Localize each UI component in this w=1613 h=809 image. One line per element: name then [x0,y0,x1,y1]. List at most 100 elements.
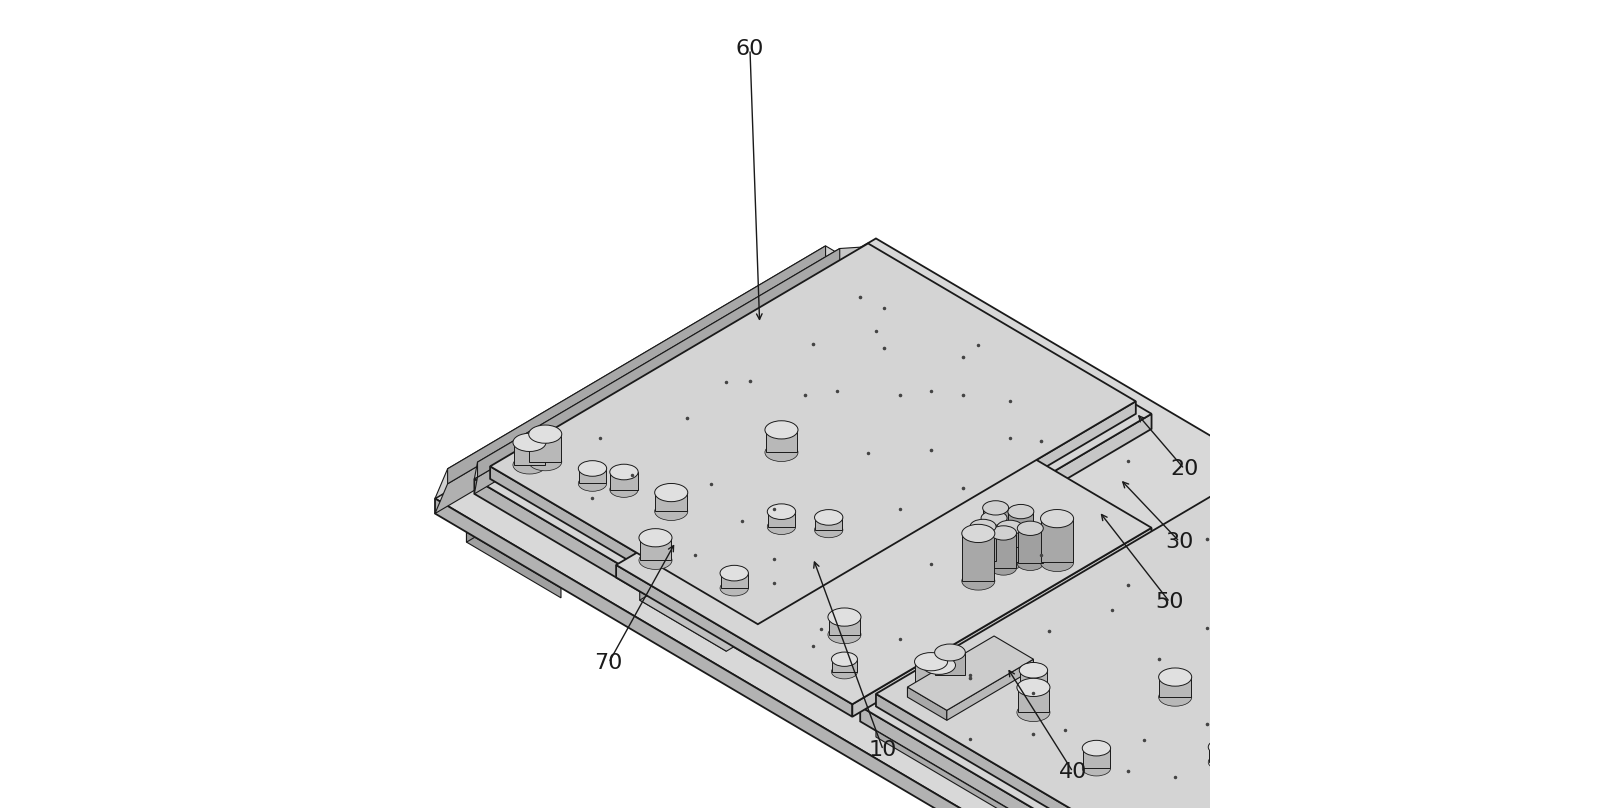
Polygon shape [1245,736,1324,782]
Polygon shape [971,527,995,561]
Ellipse shape [719,580,748,596]
Ellipse shape [831,652,858,667]
Polygon shape [1144,642,1537,809]
Ellipse shape [923,656,955,675]
Text: 50: 50 [1155,592,1184,612]
Ellipse shape [990,561,1016,575]
Polygon shape [768,511,795,527]
Polygon shape [513,443,545,465]
Ellipse shape [655,484,687,502]
Ellipse shape [1221,750,1255,768]
Polygon shape [1144,671,1584,809]
Polygon shape [758,414,1152,661]
Polygon shape [474,261,868,493]
Ellipse shape [827,625,861,644]
Polygon shape [876,694,1144,809]
Ellipse shape [997,555,1023,570]
Polygon shape [832,659,857,671]
Ellipse shape [639,528,673,547]
Polygon shape [466,519,490,542]
Ellipse shape [1019,663,1047,678]
Ellipse shape [719,565,748,581]
Polygon shape [963,533,994,581]
Ellipse shape [815,510,844,525]
Ellipse shape [997,520,1023,535]
Polygon shape [655,493,687,511]
Ellipse shape [969,554,997,569]
Polygon shape [1194,686,1573,809]
Polygon shape [1019,671,1047,688]
Ellipse shape [1018,521,1044,536]
Text: 10: 10 [869,740,897,760]
Ellipse shape [1082,760,1111,776]
Ellipse shape [513,455,547,474]
Polygon shape [616,388,1152,705]
Ellipse shape [961,524,995,543]
Ellipse shape [610,481,639,498]
Polygon shape [908,636,1034,710]
Ellipse shape [923,679,955,697]
Ellipse shape [981,546,1007,561]
Polygon shape [1008,511,1034,547]
Polygon shape [860,474,1537,809]
Ellipse shape [529,452,561,471]
Polygon shape [1040,519,1073,562]
Polygon shape [1018,528,1042,563]
Polygon shape [936,653,965,675]
Polygon shape [474,247,868,479]
Polygon shape [860,706,1144,809]
Polygon shape [1144,656,1584,809]
Ellipse shape [969,519,997,534]
Ellipse shape [1016,703,1050,722]
Polygon shape [915,662,947,689]
Polygon shape [923,665,955,688]
Text: 40: 40 [1058,762,1087,782]
Ellipse shape [1019,680,1047,696]
Polygon shape [640,591,726,651]
Ellipse shape [639,551,673,570]
Polygon shape [640,538,671,561]
Ellipse shape [1208,754,1237,770]
Polygon shape [474,247,1152,646]
Ellipse shape [765,421,798,439]
Ellipse shape [1082,740,1111,756]
Ellipse shape [981,511,1007,525]
Polygon shape [1018,688,1050,713]
Ellipse shape [1208,739,1237,755]
Polygon shape [721,573,748,588]
Polygon shape [490,244,1136,625]
Ellipse shape [1221,727,1255,745]
Polygon shape [758,401,1136,637]
Polygon shape [616,565,852,717]
Polygon shape [1223,736,1253,759]
Ellipse shape [768,519,795,535]
Ellipse shape [513,434,547,451]
Polygon shape [1173,658,1534,809]
Ellipse shape [1018,557,1044,570]
Ellipse shape [1040,510,1074,527]
Ellipse shape [1158,668,1192,686]
Polygon shape [1257,749,1282,764]
Ellipse shape [934,644,965,661]
Polygon shape [984,508,1008,543]
Ellipse shape [815,522,844,538]
Ellipse shape [1158,688,1192,706]
Ellipse shape [1040,553,1074,571]
Polygon shape [982,518,1007,553]
Polygon shape [490,466,758,637]
Ellipse shape [765,443,798,461]
Ellipse shape [768,504,795,519]
Polygon shape [766,430,797,452]
Ellipse shape [827,608,861,626]
Polygon shape [1466,601,1518,632]
Ellipse shape [1008,505,1034,519]
Polygon shape [1160,677,1190,697]
Ellipse shape [990,526,1016,540]
Polygon shape [852,527,1152,717]
Polygon shape [610,472,637,489]
Polygon shape [997,527,1023,562]
Polygon shape [466,532,561,598]
Polygon shape [829,617,860,634]
Polygon shape [436,246,845,498]
Ellipse shape [1016,678,1050,697]
